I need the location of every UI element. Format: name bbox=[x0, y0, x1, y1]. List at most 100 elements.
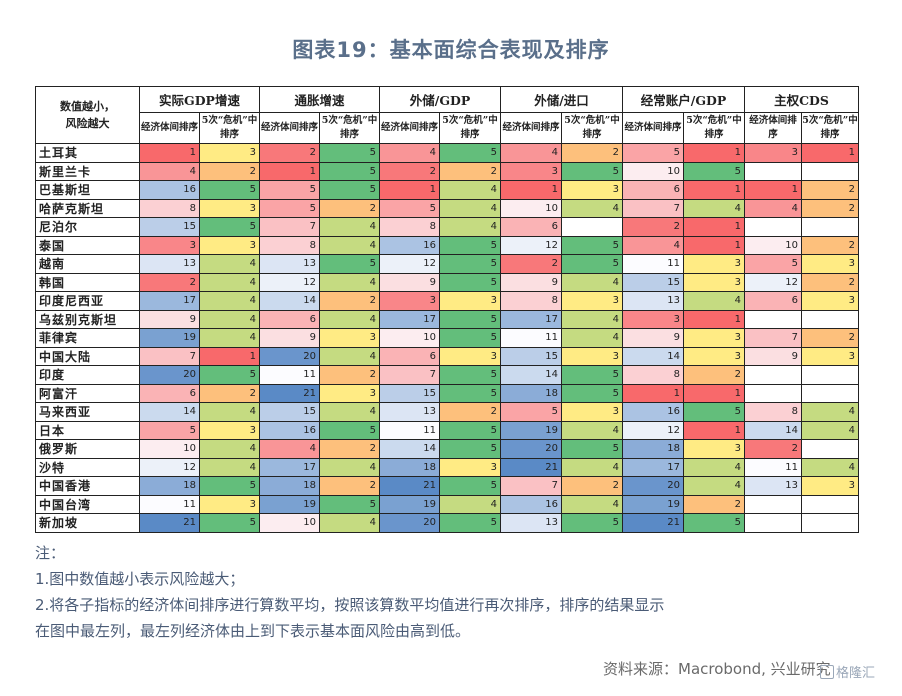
table-row: 斯里兰卡 4 2 1 5 2 2 3 5 10 5 bbox=[35, 161, 859, 181]
peer-rank-cell: 10 bbox=[139, 439, 200, 459]
peer-rank-cell: 12 bbox=[744, 272, 802, 292]
peer-rank-cell: 20 bbox=[259, 346, 320, 366]
table-row: 马来西亚 14 4 15 4 13 2 5 3 16 5 8 4 bbox=[35, 402, 859, 422]
peer-rank-cell bbox=[744, 494, 802, 514]
source-text: 资料来源：Macrobond, 兴业研究 bbox=[603, 660, 831, 678]
peer-rank-cell: 2 bbox=[622, 217, 684, 237]
peer-rank-cell: 2 bbox=[139, 272, 200, 292]
peer-rank-cell: 9 bbox=[139, 309, 200, 329]
peer-rank-cell: 17 bbox=[139, 291, 200, 311]
crisis-rank-cell: 4 bbox=[683, 457, 745, 477]
table-row: 中国台湾 11 3 19 5 19 4 16 4 19 2 bbox=[35, 494, 859, 514]
table-row: 泰国 3 3 8 4 16 5 12 5 4 1 10 2 bbox=[35, 235, 859, 255]
crisis-rank-cell: 5 bbox=[561, 254, 623, 274]
peer-rank-cell bbox=[744, 217, 802, 237]
crisis-rank-cell: 1 bbox=[683, 420, 745, 440]
crisis-rank-cell: 5 bbox=[319, 494, 380, 514]
crisis-rank-cell: 2 bbox=[801, 180, 859, 200]
peer-rank-cell: 3 bbox=[744, 143, 802, 163]
table-row: 菲律宾 19 4 9 3 10 5 11 4 9 3 7 2 bbox=[35, 328, 859, 348]
peer-rank-cell: 8 bbox=[500, 291, 562, 311]
peer-rank-cell: 1 bbox=[139, 143, 200, 163]
peer-rank-cell: 20 bbox=[139, 365, 200, 385]
peer-rank-cell: 2 bbox=[500, 254, 562, 274]
crisis-rank-cell: 5 bbox=[439, 439, 501, 459]
crisis-rank-cell: 4 bbox=[561, 272, 623, 292]
crisis-rank-cell: 5 bbox=[199, 476, 260, 496]
crisis-rank-cell: 3 bbox=[683, 254, 745, 274]
table-row: 哈萨克斯坦 8 3 5 2 5 4 10 4 7 4 4 2 bbox=[35, 198, 859, 218]
crisis-rank-cell: 3 bbox=[683, 439, 745, 459]
economy-name: 韩国 bbox=[35, 272, 140, 292]
peer-rank-cell: 3 bbox=[139, 235, 200, 255]
crisis-rank-cell: 5 bbox=[199, 180, 260, 200]
crisis-rank-cell: 3 bbox=[199, 420, 260, 440]
group-header: 经常账户/GDP bbox=[622, 86, 745, 113]
peer-rank-cell: 1 bbox=[622, 383, 684, 403]
peer-rank-cell bbox=[744, 383, 802, 403]
economy-name: 印度尼西亚 bbox=[35, 291, 140, 311]
peer-rank-cell: 17 bbox=[379, 309, 440, 329]
peer-rank-cell: 13 bbox=[622, 291, 684, 311]
peer-rank-cell: 15 bbox=[622, 272, 684, 292]
crisis-rank-cell: 3 bbox=[199, 143, 260, 163]
crisis-rank-cell: 4 bbox=[199, 328, 260, 348]
peer-rank-cell: 1 bbox=[259, 161, 320, 181]
peer-rank-cell: 4 bbox=[259, 439, 320, 459]
fundamentals-table: 数值越小， 风险越大 实际GDP增速 通胀增速 外储/GDP 外储/进口 经常账… bbox=[35, 86, 859, 533]
crisis-rank-cell: 4 bbox=[561, 494, 623, 514]
economy-name: 越南 bbox=[35, 254, 140, 274]
peer-rank-cell: 15 bbox=[259, 402, 320, 422]
crisis-rank-cell: 4 bbox=[439, 217, 501, 237]
table-row: 中国大陆 7 1 20 4 6 3 15 3 14 3 9 3 bbox=[35, 346, 859, 366]
crisis-rank-cell: 5 bbox=[319, 254, 380, 274]
crisis-rank-cell: 4 bbox=[319, 346, 380, 366]
peer-rank-cell: 11 bbox=[259, 365, 320, 385]
crisis-rank-cell: 4 bbox=[319, 217, 380, 237]
crisis-rank-cell: 5 bbox=[439, 143, 501, 163]
crisis-rank-cell: 3 bbox=[199, 235, 260, 255]
crisis-rank-cell: 5 bbox=[439, 328, 501, 348]
crisis-rank-cell: 5 bbox=[439, 365, 501, 385]
peer-rank-cell: 17 bbox=[622, 457, 684, 477]
crisis-rank-cell: 2 bbox=[319, 198, 380, 218]
crisis-rank-cell: 5 bbox=[439, 272, 501, 292]
peer-rank-cell: 7 bbox=[744, 328, 802, 348]
watermark: 格隆汇 bbox=[820, 662, 875, 681]
crisis-rank-cell: 4 bbox=[801, 457, 859, 477]
peer-rank-cell: 2 bbox=[379, 161, 440, 181]
crisis-rank-cell: 5 bbox=[319, 161, 380, 181]
crisis-rank-cell bbox=[801, 161, 859, 181]
crisis-rank-cell bbox=[561, 217, 623, 237]
crisis-rank-cell: 4 bbox=[683, 476, 745, 496]
peer-rank-cell: 13 bbox=[259, 254, 320, 274]
corner-label-1: 数值越小， bbox=[60, 100, 115, 113]
sub-header-peer-rank: 经济体间排序 bbox=[500, 112, 562, 144]
crisis-rank-cell: 2 bbox=[439, 402, 501, 422]
crisis-rank-cell: 5 bbox=[319, 143, 380, 163]
peer-rank-cell: 21 bbox=[139, 513, 200, 533]
peer-rank-cell: 10 bbox=[622, 161, 684, 181]
crisis-rank-cell: 4 bbox=[561, 328, 623, 348]
note-line-3: 在图中最左列，最左列经济体由上到下表示基本面风险由高到低。 bbox=[35, 622, 471, 640]
peer-rank-cell: 8 bbox=[744, 402, 802, 422]
economy-name: 俄罗斯 bbox=[35, 439, 140, 459]
note-line-1: 1.图中数值越小表示风险越大； bbox=[35, 570, 245, 588]
peer-rank-cell: 3 bbox=[379, 291, 440, 311]
peer-rank-cell: 14 bbox=[622, 346, 684, 366]
crisis-rank-cell: 5 bbox=[561, 235, 623, 255]
sub-header-peer-rank: 经济体间排序 bbox=[622, 112, 684, 144]
crisis-rank-cell: 4 bbox=[683, 291, 745, 311]
crisis-rank-cell: 3 bbox=[561, 346, 623, 366]
peer-rank-cell: 18 bbox=[139, 476, 200, 496]
peer-rank-cell: 5 bbox=[744, 254, 802, 274]
peer-rank-cell: 20 bbox=[379, 513, 440, 533]
crisis-rank-cell: 5 bbox=[561, 439, 623, 459]
sub-header-crisis-rank: 5次“危机”中排序 bbox=[561, 112, 623, 144]
crisis-rank-cell: 2 bbox=[801, 198, 859, 218]
peer-rank-cell: 12 bbox=[379, 254, 440, 274]
peer-rank-cell: 14 bbox=[259, 291, 320, 311]
peer-rank-cell bbox=[744, 513, 802, 533]
table-row: 印度尼西亚 17 4 14 2 3 3 8 3 13 4 6 3 bbox=[35, 291, 859, 311]
table-row: 新加坡 21 5 10 4 20 5 13 5 21 5 bbox=[35, 513, 859, 533]
